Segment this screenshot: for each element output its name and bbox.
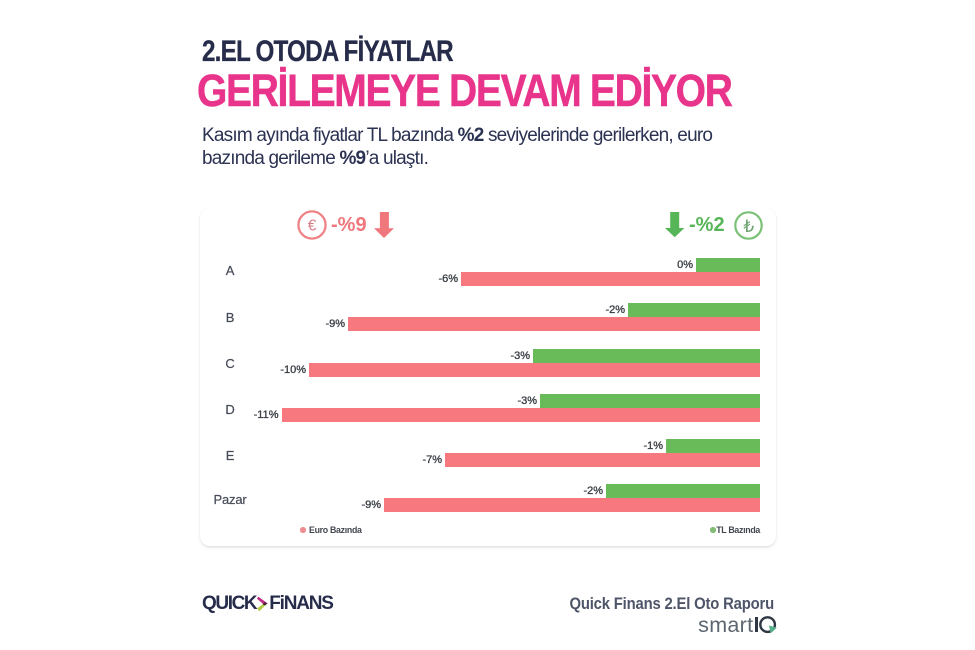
svg-text:€: € bbox=[307, 218, 316, 235]
svg-text:₺: ₺ bbox=[743, 217, 754, 236]
